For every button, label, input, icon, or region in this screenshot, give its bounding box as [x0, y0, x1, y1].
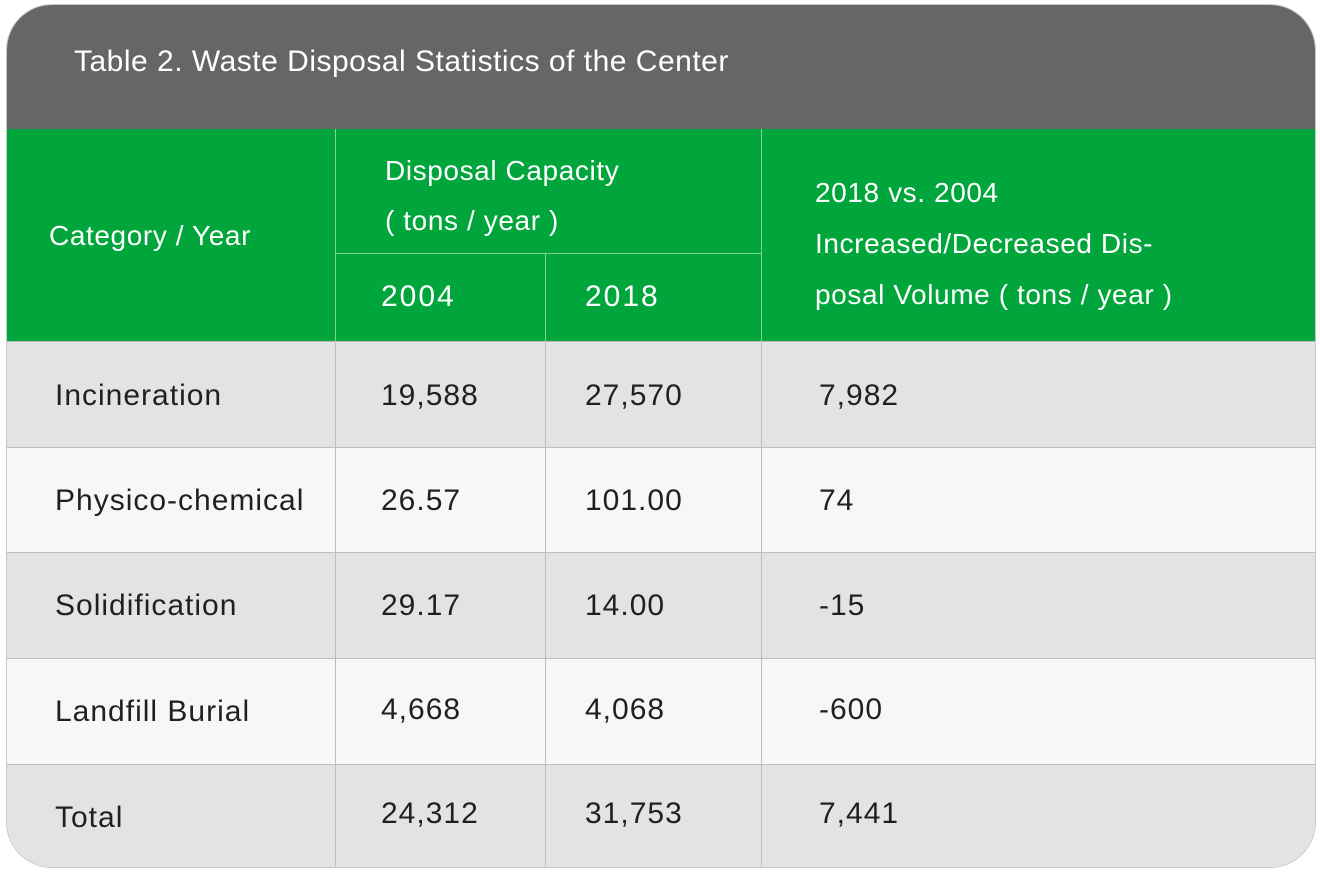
- header-change-line3: posal Volume ( tons / year ): [815, 279, 1173, 310]
- row-value-2018: 101.00: [585, 484, 683, 517]
- row-category: Solidification: [55, 589, 238, 622]
- row-value-2004: 24,312: [381, 797, 479, 830]
- header-year-2004: 2004: [381, 280, 456, 313]
- header-change-line2: Increased/Decreased Dis-: [815, 228, 1154, 259]
- table-row: Incineration 19,588 27,570 7,982: [7, 341, 1315, 447]
- row-value-2018: 4,068: [585, 693, 666, 726]
- header-category-year: Category / Year: [49, 220, 252, 251]
- header-capacity-line1: Disposal Capacity: [385, 155, 620, 186]
- row-category: Physico-chemical: [55, 484, 305, 517]
- table-row: Physico-chemical 26.57 101.00 74: [7, 447, 1315, 552]
- header-subdivider: [335, 253, 761, 254]
- header-year-2018: 2018: [585, 280, 660, 313]
- header-divider: [761, 129, 762, 341]
- row-value-2004: 4,668: [381, 693, 462, 726]
- table-body: Incineration 19,588 27,570 7,982 Physico…: [7, 341, 1315, 867]
- row-category: Landfill Burial: [55, 695, 251, 728]
- row-change: -600: [819, 693, 884, 726]
- row-value-2018: 14.00: [585, 589, 666, 622]
- header-divider: [545, 253, 546, 341]
- table-title: Table 2. Waste Disposal Statistics of th…: [74, 45, 729, 78]
- table-title-bar: Table 2. Waste Disposal Statistics of th…: [7, 5, 1315, 129]
- header-divider: [335, 129, 336, 341]
- header-capacity-line2: ( tons / year ): [385, 205, 559, 236]
- row-change: 74: [819, 484, 855, 517]
- row-change: -15: [819, 589, 866, 622]
- table-row: Total 24,312 31,753 7,441: [7, 764, 1315, 867]
- table-row: Solidification 29.17 14.00 -15: [7, 552, 1315, 658]
- row-value-2018: 27,570: [585, 379, 683, 412]
- row-value-2004: 26.57: [381, 484, 462, 517]
- header-change-line1: 2018 vs. 2004: [815, 177, 999, 208]
- row-category: Total: [55, 801, 124, 834]
- row-category: Incineration: [55, 379, 223, 412]
- table-row: Landfill Burial 4,668 4,068 -600: [7, 658, 1315, 764]
- row-change: 7,441: [819, 797, 900, 830]
- statistics-table-card: Table 2. Waste Disposal Statistics of th…: [6, 4, 1316, 868]
- row-change: 7,982: [819, 379, 900, 412]
- row-value-2018: 31,753: [585, 797, 683, 830]
- row-value-2004: 19,588: [381, 379, 479, 412]
- row-value-2004: 29.17: [381, 589, 462, 622]
- table-header: Category / Year Disposal Capacity ( tons…: [7, 129, 1315, 341]
